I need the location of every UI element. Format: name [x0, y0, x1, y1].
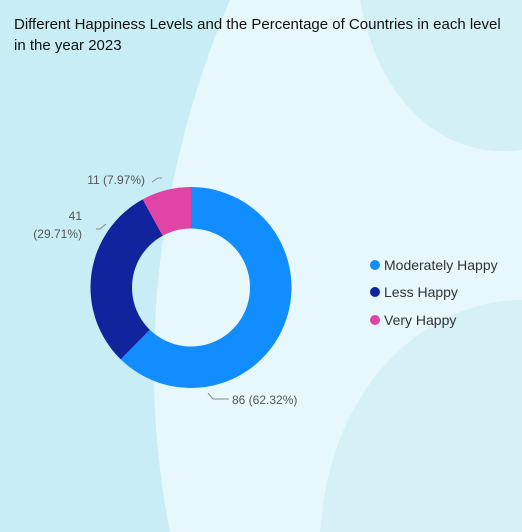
legend-label: Less Happy	[384, 284, 458, 301]
legend-item-very-happy[interactable]: Very Happy	[370, 306, 498, 334]
data-label: 11 (7.97%)	[87, 173, 145, 187]
leader-line	[207, 392, 229, 400]
donut-slice-less-happy[interactable]	[90, 199, 163, 360]
legend-item-less-happy[interactable]: Less Happy	[370, 279, 498, 307]
legend-label: Very Happy	[384, 311, 457, 328]
legend-marker-icon	[370, 314, 380, 325]
chart-legend: Moderately Happy Less Happy Very Happy	[370, 251, 498, 334]
leader-line	[96, 223, 107, 230]
leader-line	[151, 177, 162, 183]
donut-slice-very-happy[interactable]	[142, 187, 191, 236]
data-label: 41 (29.71%)	[33, 209, 82, 241]
legend-marker-icon	[370, 259, 380, 270]
legend-label: Moderately Happy	[384, 256, 498, 273]
data-label: 86 (62.32%)	[232, 393, 297, 407]
legend-item-moderately-happy[interactable]: Moderately Happy	[370, 251, 498, 279]
chart-title: Different Happiness Levels and the Perce…	[14, 16, 501, 54]
legend-marker-icon	[370, 287, 380, 298]
donut-slice-moderately-happy[interactable]	[120, 187, 292, 388]
